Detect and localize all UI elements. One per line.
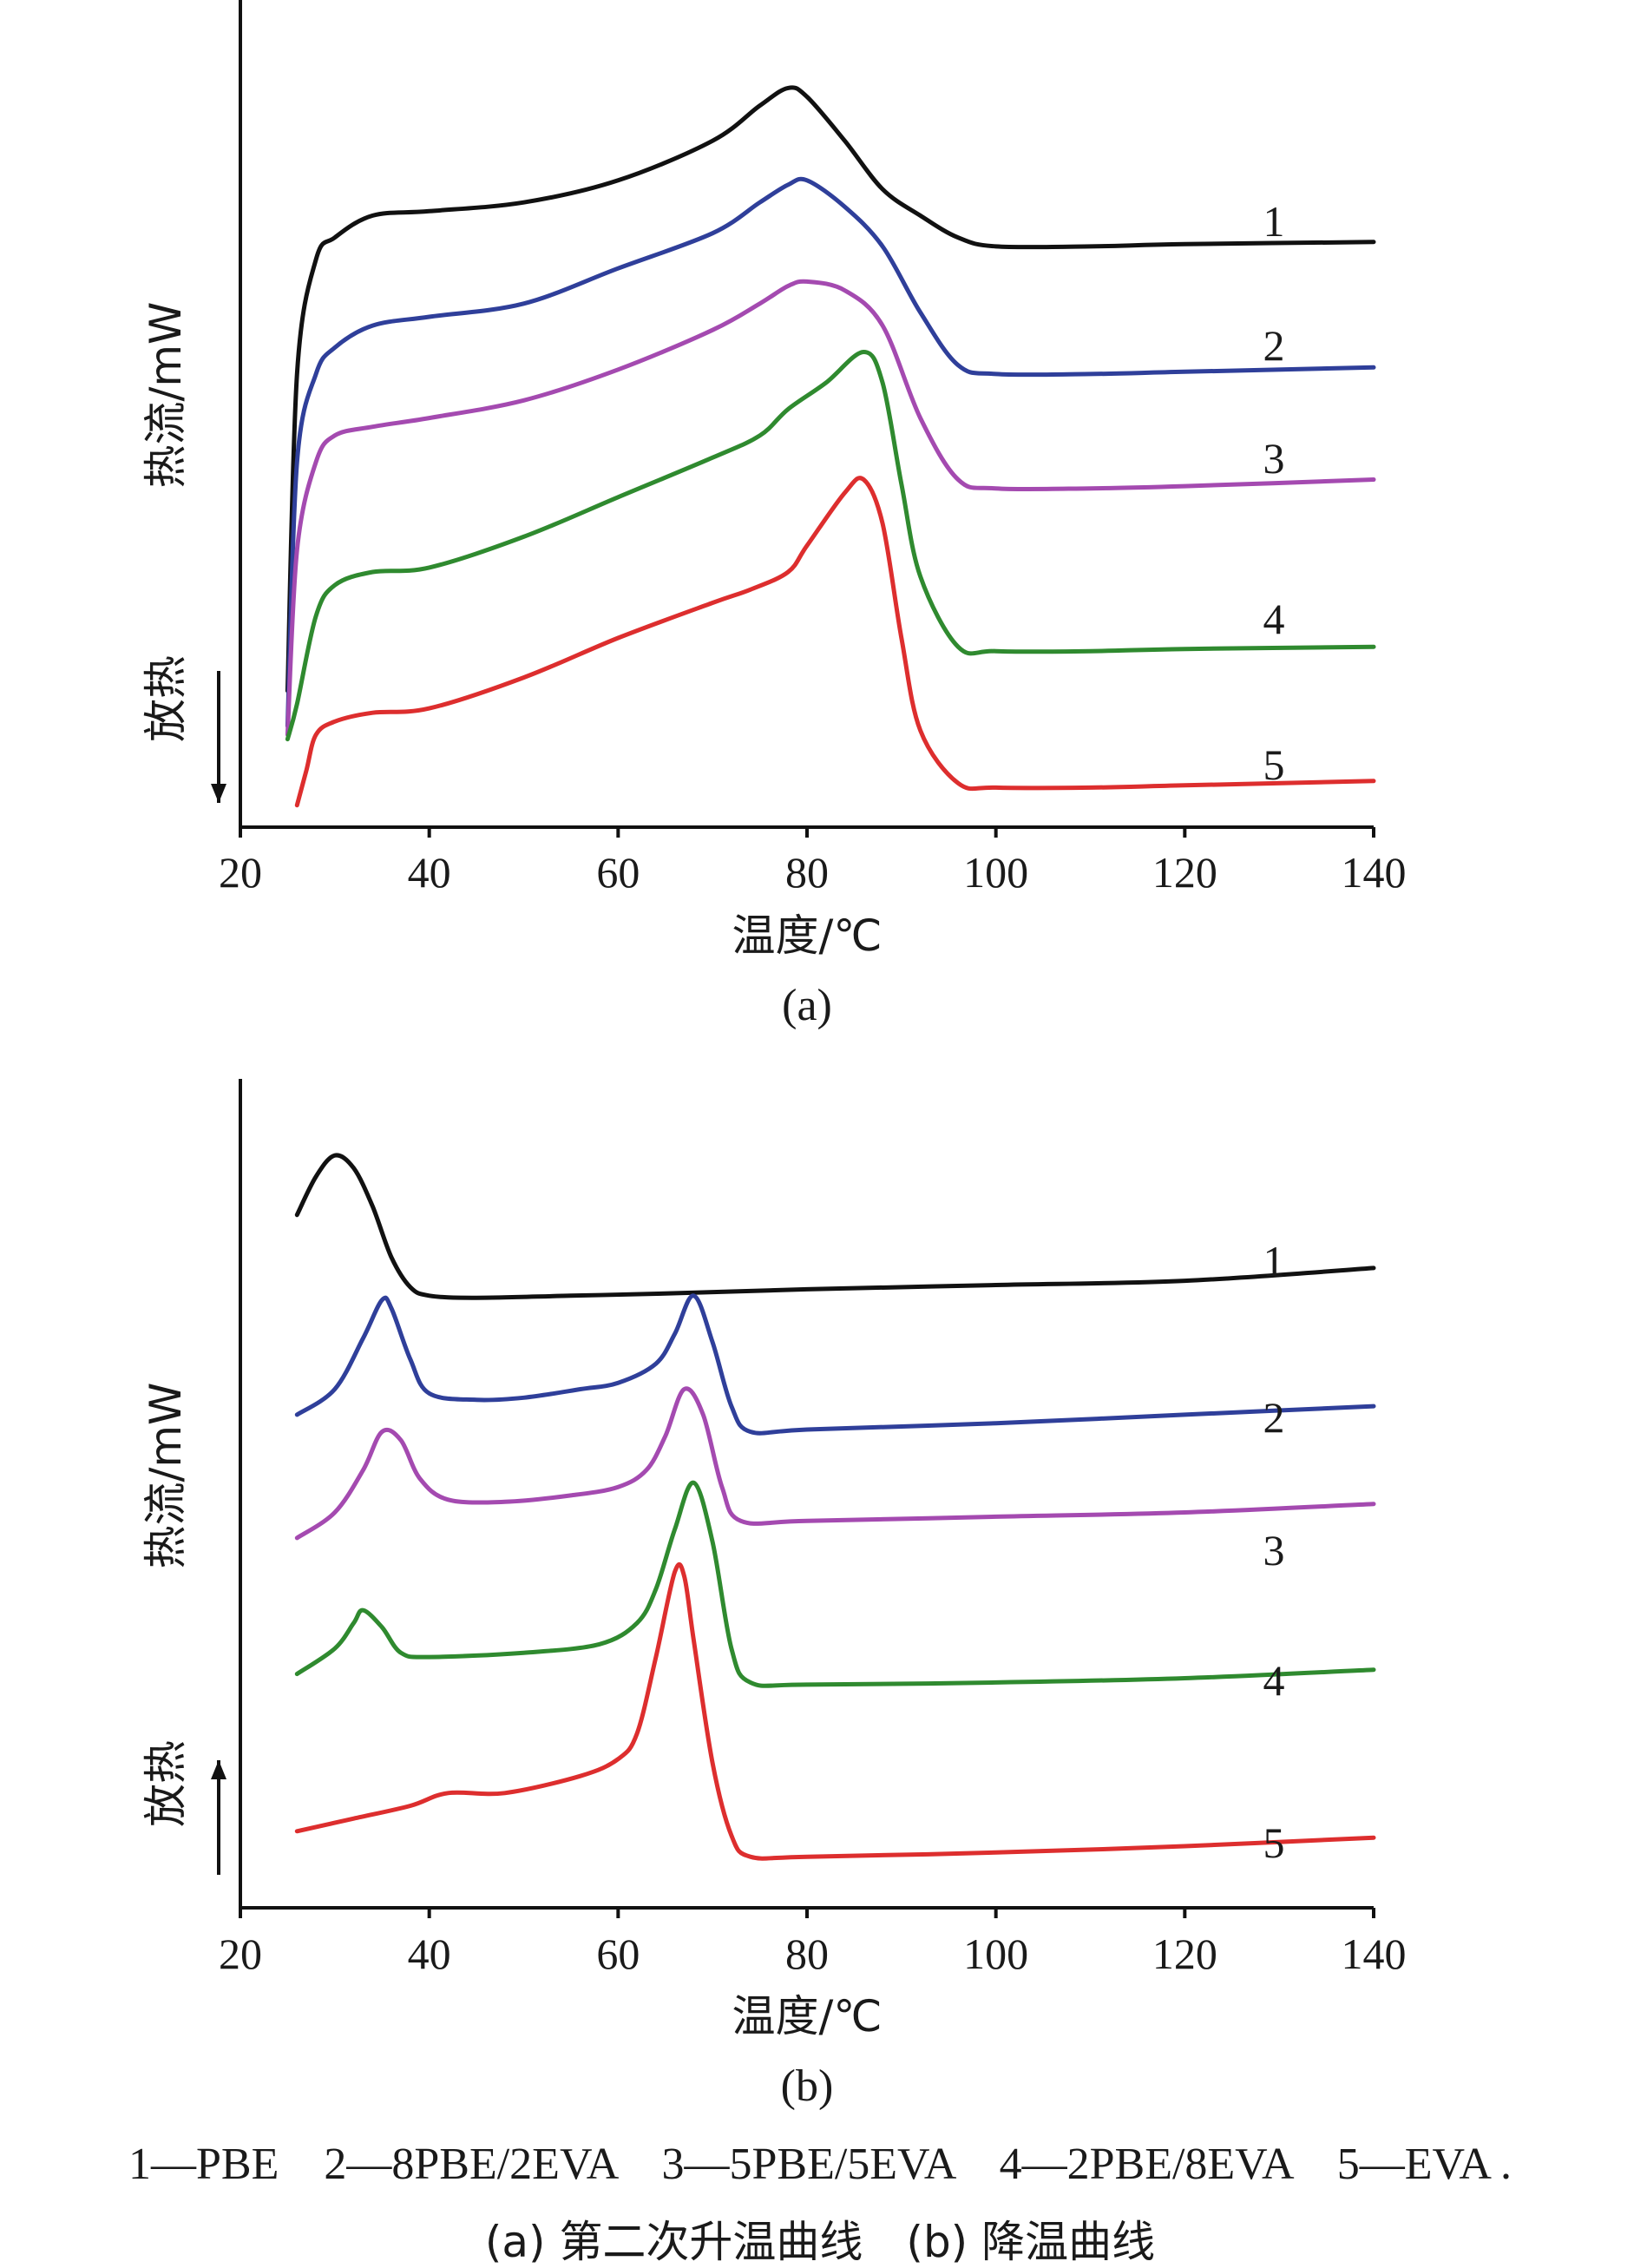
x-tick-label: 100	[963, 1929, 1028, 1978]
x-axis-label: 温度/℃	[732, 1991, 883, 2041]
series-label-4: 4	[1263, 1656, 1285, 1705]
x-tick-label: 20	[219, 848, 262, 897]
series-label-2: 2	[1263, 321, 1285, 370]
series-label-3: 3	[1263, 434, 1285, 483]
panel-label: (b)	[781, 2061, 834, 2111]
x-tick-label: 40	[408, 848, 451, 897]
series-label-1: 1	[1263, 197, 1285, 246]
series-line-3	[285, 279, 1376, 737]
figure-caption: (a) 第二次升温曲线 (b) 降温曲线	[485, 2217, 1155, 2267]
series-line-2	[285, 176, 1376, 728]
x-tick-label: 120	[1152, 848, 1217, 897]
exotherm-direction-label: 放热	[141, 655, 191, 742]
series-label-1: 1	[1263, 1237, 1285, 1285]
legend-text: 1—PBE 2—8PBE/2EVA 3—5PBE/5EVA 4—2PBE/8EV…	[128, 2140, 1512, 2189]
x-tick-label: 140	[1342, 848, 1407, 897]
series-line-1	[285, 85, 1376, 694]
series-label-5: 5	[1263, 1818, 1285, 1867]
exotherm-arrow-head	[211, 784, 226, 803]
series-line-5	[294, 1561, 1376, 1861]
x-tick-label: 40	[408, 1929, 451, 1978]
x-axis-label: 温度/℃	[732, 910, 883, 961]
exotherm-arrow-head	[211, 1760, 226, 1779]
series-line-3	[294, 1386, 1376, 1541]
x-tick-label: 120	[1152, 1929, 1217, 1978]
series-line-5	[294, 476, 1376, 808]
series-line-4	[285, 350, 1376, 742]
x-tick-label: 60	[596, 1929, 640, 1978]
exotherm-direction-label: 放热	[141, 1740, 191, 1827]
panel-a: 20 40 60 80 100 120 140 温度/℃ (a) 热流/mW 放热 1 2 3 4 5	[141, 0, 1407, 1030]
y-axis-label: 热流/mW	[141, 1383, 191, 1569]
y-axis-label: 热流/mW	[141, 302, 191, 489]
x-tick-label: 100	[963, 848, 1028, 897]
panel-b: 20 40 60 80 100 120 140 温度/℃ (b) 热流/mW 放热 1 2 3 4 5	[141, 1079, 1407, 2111]
x-tick-label: 20	[219, 1929, 262, 1978]
x-tick-label: 80	[785, 1929, 829, 1978]
series-line-2	[294, 1293, 1376, 1436]
series-label-4: 4	[1263, 595, 1285, 643]
series-label-5: 5	[1263, 740, 1285, 789]
x-tick-label: 140	[1342, 1929, 1407, 1978]
series-label-2: 2	[1263, 1393, 1285, 1442]
series-line-4	[294, 1480, 1376, 1688]
x-tick-label: 60	[596, 848, 640, 897]
series-label-3: 3	[1263, 1526, 1285, 1574]
panel-label: (a)	[782, 981, 832, 1030]
x-tick-label: 80	[785, 848, 829, 897]
series-line-1	[294, 1153, 1376, 1300]
